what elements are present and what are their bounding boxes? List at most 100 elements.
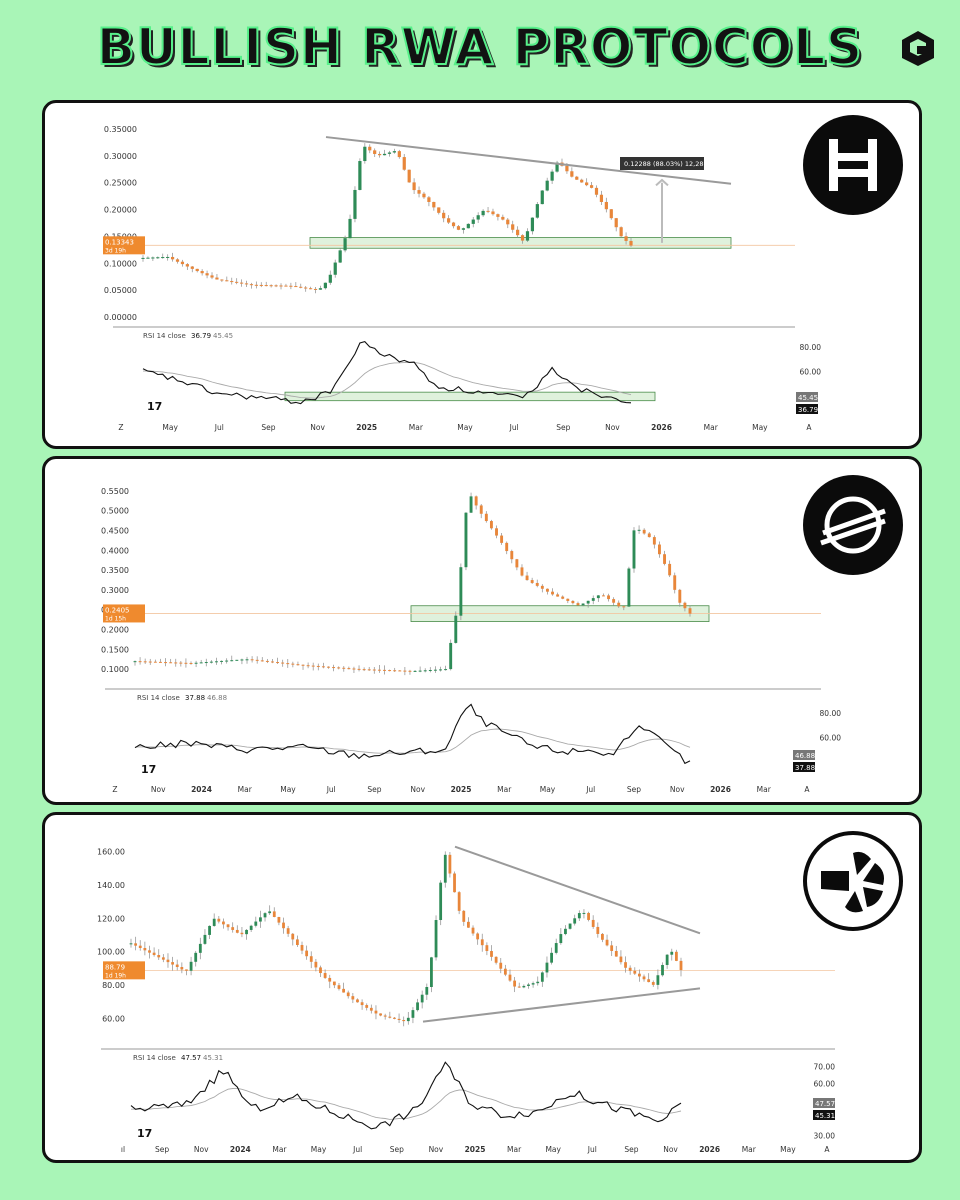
candle-body: [663, 554, 666, 564]
candle-body: [448, 854, 452, 874]
candle-body: [222, 921, 225, 925]
candle-body: [372, 669, 376, 671]
candle-body: [220, 660, 224, 662]
candle-body: [161, 257, 165, 259]
y-tick-label: 0.4000: [101, 546, 129, 555]
candle-body: [489, 521, 493, 529]
candle-body: [568, 923, 572, 929]
candle-body: [347, 668, 351, 670]
x-tick-label: Nov: [429, 1145, 444, 1154]
candle-body: [525, 575, 529, 581]
candle-body: [454, 615, 458, 643]
candle-body: [195, 268, 199, 272]
candle-body: [210, 275, 214, 278]
candle-body: [457, 892, 461, 911]
candle-body: [657, 544, 661, 555]
candle-body: [360, 1002, 364, 1006]
candle-body: [586, 600, 590, 604]
price-tag-countdown: 1d 15h: [105, 615, 126, 622]
candle-body: [289, 285, 293, 287]
rsi-line: [142, 340, 632, 405]
candle-body: [581, 603, 585, 606]
x-tick-label: Sep: [155, 1145, 169, 1154]
candle-body: [199, 662, 203, 664]
candle-body: [387, 152, 392, 154]
candle-body: [513, 980, 517, 987]
candle-body: [433, 669, 437, 671]
candle-body: [416, 1002, 419, 1011]
candle-body: [485, 945, 489, 952]
candle-body: [362, 669, 366, 671]
candle-body: [306, 665, 310, 667]
candle-body: [304, 287, 308, 289]
candle-body: [156, 257, 160, 259]
price-tag: [103, 961, 145, 980]
candle-body: [296, 664, 300, 666]
candle-body: [456, 226, 461, 230]
rsi-ma-tag-text: 47.57: [815, 1100, 835, 1108]
candle-body: [540, 972, 544, 982]
candle-body: [226, 924, 230, 928]
rsi-ma-value: 46.88: [207, 694, 227, 702]
candle-body: [259, 284, 263, 286]
candle-body: [255, 659, 259, 661]
candle-body: [348, 218, 352, 239]
candle-body: [453, 873, 456, 893]
candle-body: [561, 596, 565, 599]
candle-body: [309, 956, 313, 962]
candle-body: [476, 215, 480, 220]
candle-body: [434, 920, 438, 958]
rsi-value-tag-text: 37.88: [795, 764, 815, 772]
x-tick-label: Nov: [310, 423, 325, 432]
rsi-value: 37.88: [185, 694, 205, 702]
candle-body: [208, 925, 211, 935]
ondo-chart-panel: 160.00 140.00 120.00 100.00 80.00 60.00 88.79 1…: [42, 812, 922, 1163]
candle-body: [379, 1013, 382, 1016]
tradingview-logo-icon: 17: [147, 400, 162, 413]
candle-body: [328, 977, 332, 982]
x-tick-label: May: [280, 785, 296, 794]
x-tick-label: Sep: [556, 423, 570, 432]
y-tick-label: 0.20000: [104, 206, 137, 215]
candle-body: [374, 1010, 378, 1014]
candle-body: [417, 190, 421, 194]
candle-body: [461, 228, 466, 230]
candle-body: [166, 959, 170, 963]
x-tick-label: 2024: [191, 785, 212, 794]
candle-body: [146, 257, 150, 259]
candle-body: [637, 529, 641, 531]
x-tick-label: Mar: [409, 423, 424, 432]
candle-body: [633, 970, 637, 974]
candle-body: [515, 559, 519, 568]
tradingview-logo-icon: 17: [141, 763, 156, 776]
candle-body: [397, 151, 401, 158]
candle-body: [138, 661, 142, 663]
candle-body: [624, 962, 627, 968]
candle-body: [570, 171, 574, 177]
candle-body: [393, 670, 397, 672]
x-tick-label: 2026: [651, 423, 672, 432]
y-tick-label: 160.00: [97, 848, 125, 857]
candle-body: [264, 285, 268, 287]
y-tick-label: 0.00000: [104, 313, 137, 322]
rsi-ma-tag-text: 45.45: [798, 394, 818, 402]
rsi-label: RSI 14 close: [133, 1054, 176, 1062]
candle-body: [451, 222, 456, 227]
candle-body: [301, 664, 305, 666]
rsi-ma-line: [134, 728, 691, 754]
rsi-y-tick: 60.00: [814, 1080, 836, 1089]
candle-body: [418, 670, 422, 672]
candle-body: [449, 642, 453, 670]
candle-body: [408, 670, 412, 672]
page-title: BULLISH RWA PROTOCOLS: [96, 17, 864, 77]
candle-body: [554, 943, 558, 953]
candle-body: [203, 934, 207, 944]
price-tag-value: 0.2405: [105, 606, 130, 614]
ondo-logo-icon: [803, 831, 903, 931]
candle-body: [215, 277, 219, 280]
candle-body: [668, 563, 672, 576]
candle-body: [527, 984, 530, 986]
x-tick-label: Mar: [757, 785, 772, 794]
candle-body: [406, 1017, 410, 1022]
candle-body: [674, 951, 678, 961]
